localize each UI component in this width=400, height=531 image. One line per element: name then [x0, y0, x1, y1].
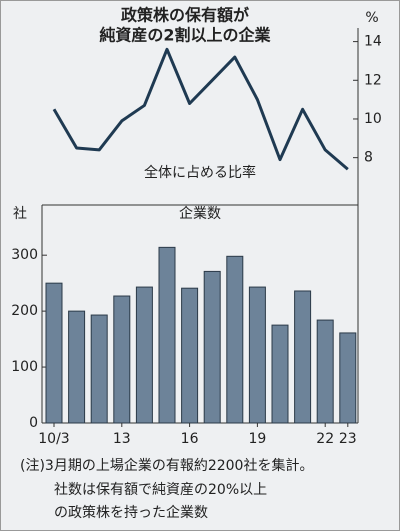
bar [226, 255, 244, 424]
note: の政策株を持った企業数 [54, 504, 208, 521]
y-tick-label: 10 [364, 111, 382, 127]
annotation: 全体に占める比率 [144, 164, 256, 181]
y-axis-label: 社 [13, 206, 27, 222]
note: 社数は保有額で純資産の20%以上 [54, 482, 267, 498]
x-tick-label: 10/3 [38, 431, 69, 447]
bar [45, 282, 63, 424]
x-tick-label: 22 [316, 431, 334, 447]
bar [316, 319, 334, 424]
x-tick-label: 16 [181, 431, 199, 447]
bar [339, 332, 357, 424]
x-tick-label: 23 [339, 431, 357, 447]
x-tick-label: 13 [113, 431, 131, 447]
bar [68, 310, 86, 424]
note: (注)3月期の上場企業の有報約2200社を集計。 [20, 457, 313, 474]
y-tick-label: 100 [11, 359, 38, 375]
y-tick-label: 300 [11, 247, 38, 263]
x-tick-label: 19 [248, 431, 266, 447]
bar [294, 290, 312, 424]
bar [181, 287, 199, 424]
y-tick-label: 8 [364, 150, 373, 166]
y-tick-label: 12 [364, 72, 382, 88]
bar [203, 270, 221, 424]
bar [248, 286, 266, 424]
bar [271, 324, 289, 424]
bar [113, 295, 131, 424]
y-tick-label: 200 [11, 303, 38, 319]
bar [135, 286, 153, 424]
chart-title: 政策株の保有額が [121, 6, 249, 25]
y-axis-label: % [365, 10, 378, 26]
bar [90, 314, 108, 424]
bar [158, 246, 176, 424]
y-tick-label: 0 [29, 415, 38, 431]
chart-title: 純資産の2割以上の企業 [99, 26, 271, 45]
chart-title: 企業数 [179, 205, 221, 222]
y-tick-label: 14 [364, 34, 382, 50]
line [52, 47, 349, 171]
